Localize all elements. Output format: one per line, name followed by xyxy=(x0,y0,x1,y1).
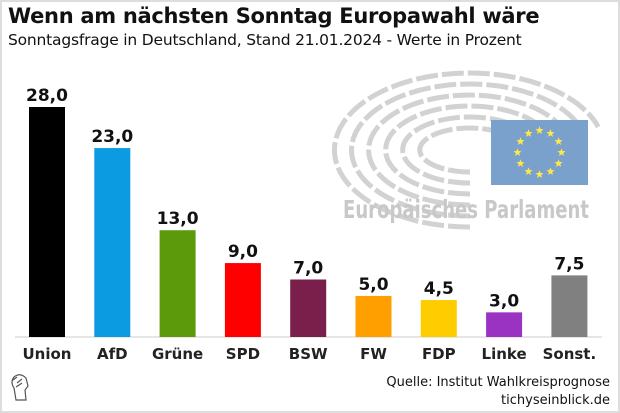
category-label: BSW xyxy=(289,345,328,363)
star-icon xyxy=(524,129,533,137)
bar-4 xyxy=(290,279,327,337)
star-icon xyxy=(546,129,555,137)
category-label: Sonst. xyxy=(543,345,597,363)
category-label: Union xyxy=(23,345,72,363)
bar-7 xyxy=(486,312,523,337)
star-icon xyxy=(546,167,555,175)
data-label: 13,0 xyxy=(157,209,199,229)
data-label: 4,5 xyxy=(424,279,454,299)
bar-1 xyxy=(94,148,131,337)
bar-3 xyxy=(224,263,261,337)
data-label: 3,0 xyxy=(489,291,519,311)
data-label: 28,0 xyxy=(26,86,68,106)
star-icon xyxy=(535,126,544,134)
star-icon xyxy=(516,159,525,167)
bar-8 xyxy=(551,275,588,337)
category-label: FW xyxy=(360,345,387,363)
chart-title: Wenn am nächsten Sonntag Europawahl wäre xyxy=(8,4,540,28)
bar-5 xyxy=(355,295,392,337)
bar-0 xyxy=(29,107,65,337)
publisher-logo-icon xyxy=(11,374,29,401)
star-icon xyxy=(524,167,533,175)
parliament-arc xyxy=(331,70,601,230)
eu-stars xyxy=(513,126,566,178)
data-label: 7,5 xyxy=(554,254,584,274)
logo-text: Europäisches Parlament xyxy=(343,195,589,224)
star-icon xyxy=(513,148,522,156)
parliament-arc xyxy=(383,103,552,197)
bar-6 xyxy=(420,300,457,337)
star-icon xyxy=(554,137,563,145)
star-icon xyxy=(516,137,525,145)
category-label: SPD xyxy=(226,345,260,363)
source-text: Quelle: Institut Wahlkreisprognose xyxy=(386,375,610,390)
data-label: 23,0 xyxy=(91,127,133,147)
parliament-arc xyxy=(349,81,585,219)
category-label: FDP xyxy=(422,345,456,363)
eu-parliament-logo: Europäisches Parlament xyxy=(331,70,601,230)
site-link[interactable]: tichyseinblick.de xyxy=(501,393,610,408)
category-label: Grüne xyxy=(152,345,203,363)
data-label: 9,0 xyxy=(228,242,258,262)
source-block: Quelle: Institut Wahlkreisprognose tichy… xyxy=(386,374,610,410)
star-icon xyxy=(554,159,563,167)
star-icon xyxy=(557,148,566,156)
category-label: Linke xyxy=(482,345,527,363)
chart-subtitle: Sonntagsfrage in Deutschland, Stand 21.0… xyxy=(8,31,522,49)
parliament-arc xyxy=(366,92,569,208)
star-icon xyxy=(535,170,544,178)
category-label: AfD xyxy=(97,345,128,363)
data-label: 7,0 xyxy=(293,259,323,279)
data-label: 5,0 xyxy=(358,275,388,295)
bar-2 xyxy=(159,230,196,337)
